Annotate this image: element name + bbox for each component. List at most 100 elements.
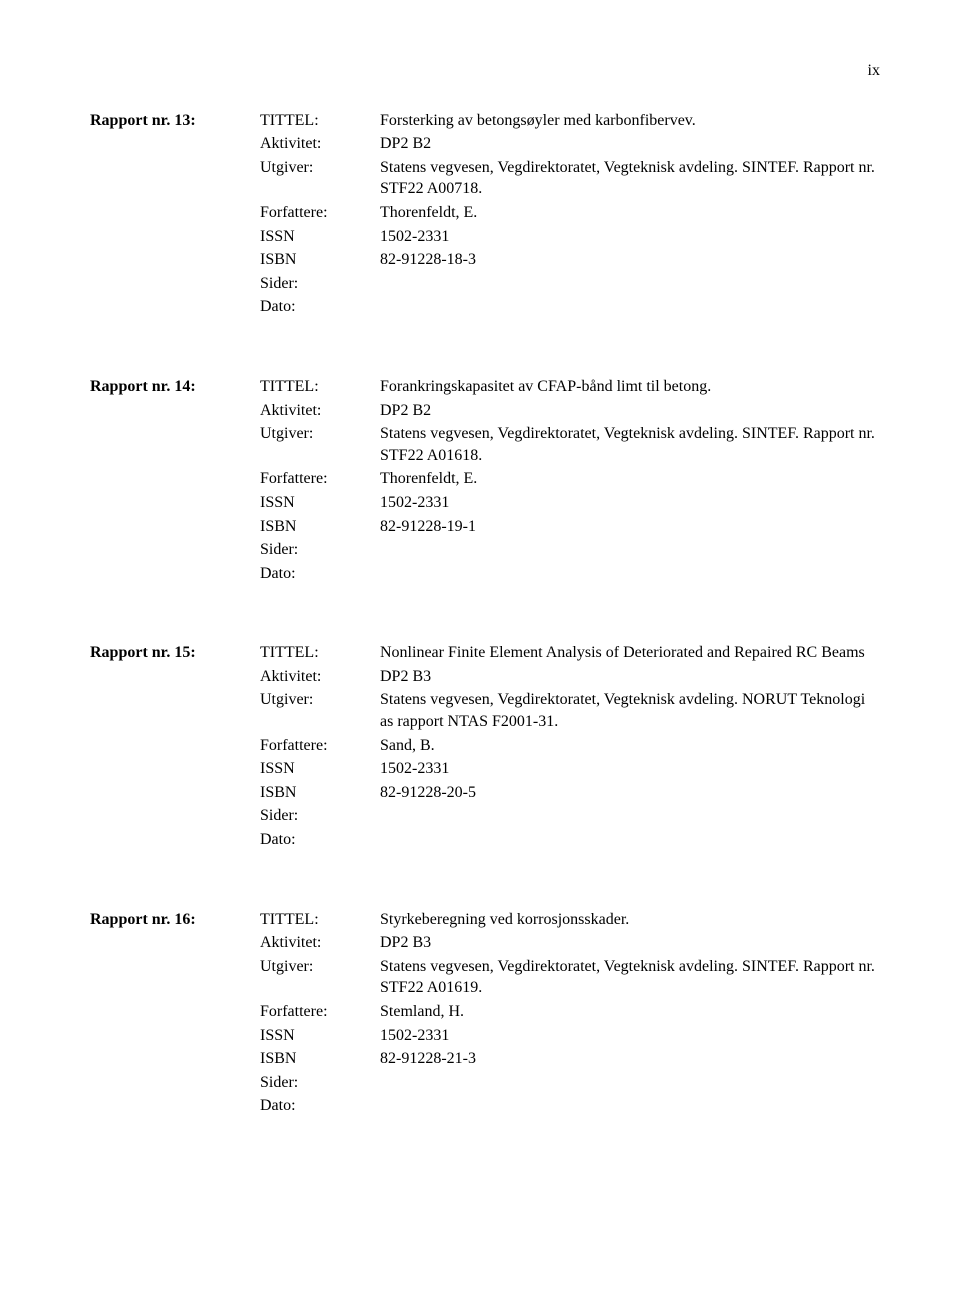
field-value: DP2 B2 [380,400,880,422]
field-value: Thorenfeldt, E. [380,202,880,224]
field-label: Dato: [260,296,380,318]
report-block: Rapport nr. 15:TITTEL:Nonlinear Finite E… [90,642,880,850]
field-label: Utgiver: [260,689,380,711]
field-value: 82-91228-20-5 [380,782,880,804]
report-row: Sider: [90,539,880,561]
field-label: Forfattere: [260,468,380,490]
report-row: ISBN82-91228-19-1 [90,516,880,538]
rapport-number-spacer [90,666,260,688]
field-label: Aktivitet: [260,400,380,422]
field-value: Forsterking av betongsøyler med karbonfi… [380,110,880,132]
field-label: ISBN [260,516,380,538]
report-block: Rapport nr. 16:TITTEL:Styrkeberegning ve… [90,909,880,1117]
field-value: 82-91228-21-3 [380,1048,880,1070]
field-label: Forfattere: [260,1001,380,1023]
report-row: Forfattere:Stemland, H. [90,1001,880,1023]
rapport-number-spacer [90,273,260,295]
report-row: Dato: [90,563,880,585]
report-row: Utgiver:Statens vegvesen, Vegdirektorate… [90,157,880,200]
rapport-number-spacer [90,423,260,445]
rapport-number-spacer [90,782,260,804]
field-value: DP2 B3 [380,932,880,954]
rapport-number-spacer [90,829,260,851]
field-label: Sider: [260,539,380,561]
field-label: ISBN [260,782,380,804]
report-row: ISBN82-91228-21-3 [90,1048,880,1070]
report-row: Aktivitet:DP2 B2 [90,400,880,422]
field-value: 82-91228-19-1 [380,516,880,538]
field-label: TITTEL: [260,376,380,398]
field-label: Utgiver: [260,157,380,179]
field-label: Dato: [260,829,380,851]
report-row: ISSN1502-2331 [90,1025,880,1047]
field-label: Dato: [260,1095,380,1117]
field-label: Forfattere: [260,735,380,757]
rapport-number-spacer [90,249,260,271]
report-row: Dato: [90,1095,880,1117]
rapport-number-spacer [90,516,260,538]
field-value: 82-91228-18-3 [380,249,880,271]
field-label: Aktivitet: [260,133,380,155]
field-label: Sider: [260,273,380,295]
report-row: Utgiver:Statens vegvesen, Vegdirektorate… [90,689,880,732]
report-row: Rapport nr. 13:TITTEL:Forsterking av bet… [90,110,880,132]
rapport-number-spacer [90,689,260,711]
field-value: Statens vegvesen, Vegdirektoratet, Vegte… [380,689,880,732]
field-value: DP2 B3 [380,666,880,688]
field-label: TITTEL: [260,110,380,132]
field-label: TITTEL: [260,642,380,664]
rapport-number-spacer [90,1072,260,1094]
field-label: ISSN [260,758,380,780]
report-row: Sider: [90,1072,880,1094]
report-row: Aktivitet:DP2 B2 [90,133,880,155]
field-value: 1502-2331 [380,226,880,248]
rapport-number-spacer [90,492,260,514]
report-row: Dato: [90,296,880,318]
rapport-number-label: Rapport nr. 14: [90,376,260,398]
field-label: ISBN [260,249,380,271]
field-value: Statens vegvesen, Vegdirektoratet, Vegte… [380,157,880,200]
field-label: Sider: [260,805,380,827]
rapport-number-spacer [90,468,260,490]
field-label: ISSN [260,492,380,514]
report-row: Rapport nr. 16:TITTEL:Styrkeberegning ve… [90,909,880,931]
report-row: Forfattere:Thorenfeldt, E. [90,202,880,224]
field-label: Utgiver: [260,956,380,978]
rapport-number-spacer [90,758,260,780]
reports-container: Rapport nr. 13:TITTEL:Forsterking av bet… [90,110,880,1117]
field-value: Thorenfeldt, E. [380,468,880,490]
report-row: Rapport nr. 15:TITTEL:Nonlinear Finite E… [90,642,880,664]
rapport-number-spacer [90,1095,260,1117]
report-row: ISSN1502-2331 [90,226,880,248]
field-value: Sand, B. [380,735,880,757]
field-value: Stemland, H. [380,1001,880,1023]
field-label: ISSN [260,1025,380,1047]
report-row: ISSN1502-2331 [90,758,880,780]
report-row: Aktivitet:DP2 B3 [90,666,880,688]
field-label: ISBN [260,1048,380,1070]
field-label: Utgiver: [260,423,380,445]
report-row: Forfattere:Thorenfeldt, E. [90,468,880,490]
field-label: TITTEL: [260,909,380,931]
report-row: Utgiver:Statens vegvesen, Vegdirektorate… [90,423,880,466]
report-row: ISSN1502-2331 [90,492,880,514]
report-row: Sider: [90,273,880,295]
page-number: ix [90,60,880,82]
field-value: Nonlinear Finite Element Analysis of Det… [380,642,880,664]
rapport-number-label: Rapport nr. 16: [90,909,260,931]
rapport-number-spacer [90,1025,260,1047]
rapport-number-spacer [90,1001,260,1023]
field-label: Aktivitet: [260,932,380,954]
field-label: Dato: [260,563,380,585]
report-row: Sider: [90,805,880,827]
report-row: Aktivitet:DP2 B3 [90,932,880,954]
field-value: 1502-2331 [380,1025,880,1047]
rapport-number-spacer [90,956,260,978]
field-value: 1502-2331 [380,492,880,514]
field-value: DP2 B2 [380,133,880,155]
field-value: Styrkeberegning ved korrosjonsskader. [380,909,880,931]
report-row: Utgiver:Statens vegvesen, Vegdirektorate… [90,956,880,999]
rapport-number-spacer [90,563,260,585]
rapport-number-spacer [90,932,260,954]
report-row: Rapport nr. 14:TITTEL:Forankringskapasit… [90,376,880,398]
